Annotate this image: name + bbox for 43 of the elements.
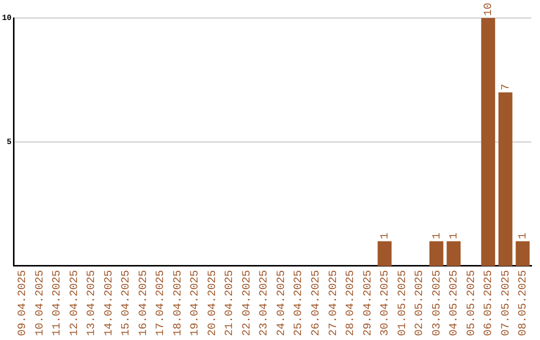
data-label: 10 — [483, 2, 496, 16]
bar — [446, 241, 461, 266]
x-tick-label: 23.04.2025 — [258, 270, 271, 336]
x-tick-label: 03.05.2025 — [431, 270, 444, 336]
x-tick-label: 09.04.2025 — [17, 270, 30, 336]
bar — [481, 18, 496, 266]
x-tick-label: 05.05.2025 — [466, 270, 478, 336]
x-tick-label: 16.04.2025 — [138, 270, 150, 336]
x-tick-label: 08.05.2025 — [518, 270, 530, 336]
x-tick-label: 27.04.2025 — [328, 270, 340, 336]
x-tick-label: 21.04.2025 — [224, 270, 236, 336]
x-tick-label: 22.04.2025 — [241, 270, 254, 336]
x-tick-label: 12.04.2025 — [68, 270, 81, 336]
x-tick-label: 30.04.2025 — [380, 270, 392, 336]
x-tick-label: 20.04.2025 — [206, 270, 219, 336]
x-tick-label: 18.04.2025 — [172, 270, 184, 336]
x-tick-label: 25.04.2025 — [293, 270, 306, 336]
bar — [378, 241, 392, 266]
x-tick-label: 13.04.2025 — [86, 270, 98, 336]
x-tick-label: 28.04.2025 — [345, 270, 358, 336]
data-label: 1 — [380, 232, 392, 240]
x-tick-label: 15.04.2025 — [120, 270, 133, 336]
data-label: 1 — [448, 232, 461, 240]
x-tick-label: 02.05.2025 — [414, 270, 426, 336]
bar — [516, 241, 530, 266]
data-label: 1 — [431, 232, 444, 240]
x-tick-label: 19.04.2025 — [190, 270, 202, 336]
x-tick-label: 29.04.2025 — [362, 270, 374, 336]
x-tick-label: 04.05.2025 — [448, 270, 461, 336]
data-label: 1 — [518, 232, 530, 240]
bar — [498, 92, 512, 266]
x-tick-label: 24.04.2025 — [276, 270, 288, 336]
x-tick-label: 17.04.2025 — [155, 270, 168, 336]
y-tick-label: 5 — [6, 138, 12, 148]
bar — [429, 241, 444, 266]
x-tick-label: 26.04.2025 — [310, 270, 322, 336]
x-tick-label: 10.04.2025 — [34, 270, 46, 336]
x-tick-label: 06.05.2025 — [483, 270, 496, 336]
data-label: 7 — [500, 84, 512, 90]
x-tick-label: 07.05.2025 — [500, 270, 512, 336]
x-tick-label: 11.04.2025 — [52, 270, 64, 336]
x-tick-label: 14.04.2025 — [103, 270, 116, 336]
x-tick-label: 01.05.2025 — [396, 270, 409, 336]
